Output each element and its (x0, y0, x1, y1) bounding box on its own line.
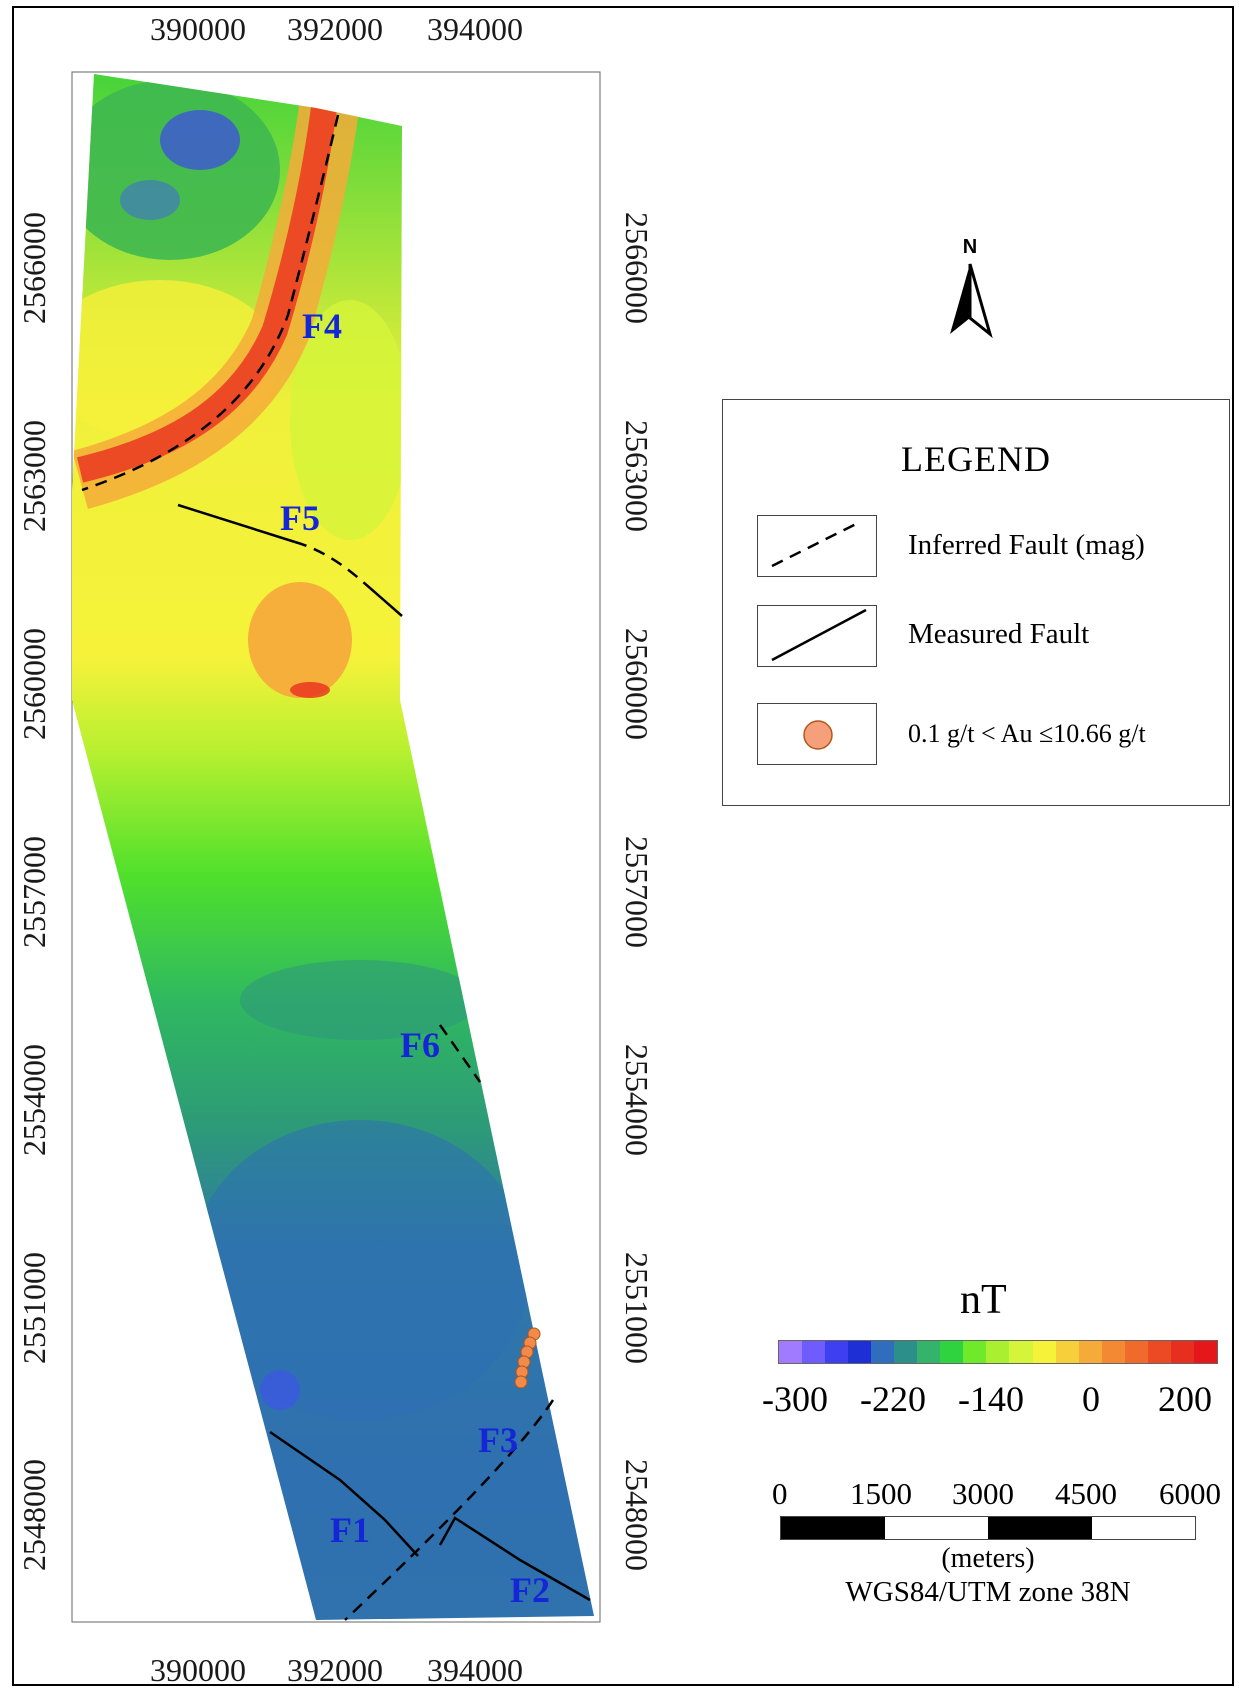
projection-label: WGS84/UTM zone 38N (845, 1576, 1131, 1608)
colorbar-swatch-5 (894, 1341, 918, 1363)
fault-f3-inferred (344, 1399, 555, 1621)
x-tick-top-1: 392000 (287, 11, 383, 47)
y-tick-right-4: 2554000 (619, 1044, 655, 1156)
colorbar-swatch-8 (963, 1341, 987, 1363)
colorbar-swatch-7 (940, 1341, 964, 1363)
legend-label-gold-point: 0.1 g/t < Au ≤10.66 g/t (908, 719, 1146, 748)
colorbar-swatch-10 (1009, 1341, 1033, 1363)
fault-f5-inferred (294, 540, 371, 589)
colorbar-swatch-0 (779, 1341, 803, 1363)
colorbar-swatch-3 (848, 1341, 872, 1363)
y-tick-right-1: 2563000 (619, 420, 655, 532)
colorbar-label-3: 0 (1082, 1379, 1100, 1419)
colorbar-swatch-14 (1101, 1341, 1125, 1363)
y-axis-left: 2566000 2563000 2560000 2557000 2554000 … (16, 212, 52, 1571)
fault-label-f3: F3 (478, 1420, 518, 1460)
legend-label-inferred-fault: Inferred Fault (mag) (908, 529, 1145, 561)
colorbar-swatch-11 (1032, 1341, 1056, 1363)
map-frame (12, 6, 1234, 1686)
y-tick-left-0: 2566000 (16, 212, 52, 324)
y-tick-right-2: 2560000 (619, 628, 655, 740)
y-axis-right: 2566000 2563000 2560000 2557000 2554000 … (619, 212, 655, 1571)
colorbar-swatch-2 (825, 1341, 849, 1363)
fault-label-f2: F2 (510, 1570, 550, 1610)
x-tick-top-2: 394000 (427, 11, 523, 47)
colorbar-label-0: -300 (762, 1379, 828, 1419)
y-tick-right-0: 2566000 (619, 212, 655, 324)
scale-segment-2 (884, 1517, 988, 1539)
scale-segment-4 (1091, 1517, 1195, 1539)
legend-label-measured-fault: Measured Fault (908, 618, 1090, 650)
colorbar-swatch-12 (1055, 1341, 1079, 1363)
colorbar-label-4: 200 (1158, 1379, 1212, 1419)
fault-label-f5: F5 (280, 498, 320, 538)
north-arrow: N (940, 236, 1000, 339)
colorbar-label-1: -220 (860, 1379, 926, 1419)
x-axis-bottom: 390000 392000 394000 (150, 1652, 523, 1688)
y-tick-right-6: 2548000 (619, 1459, 655, 1571)
scale-label-2: 3000 (952, 1476, 1014, 1511)
legend-swatch-measured-fault (757, 605, 877, 667)
colorbar-swatch-9 (986, 1341, 1010, 1363)
legend-box: LEGEND Inferred Fault (mag) Measured Fau… (722, 399, 1230, 806)
legend-swatch-gold-point (757, 703, 877, 765)
colorbar-swatch-13 (1078, 1341, 1102, 1363)
x-tick-bottom-2: 394000 (427, 1652, 523, 1688)
fault-f6-inferred (438, 1024, 482, 1083)
fault-lines (81, 114, 591, 1621)
scale-label-0: 0 (772, 1476, 788, 1511)
anomaly-raster (72, 74, 594, 1620)
scale-label-4: 6000 (1159, 1476, 1221, 1511)
colorbar-label-2: -140 (958, 1379, 1024, 1419)
colorbar-swatch-17 (1170, 1341, 1194, 1363)
y-tick-left-2: 2560000 (16, 628, 52, 740)
north-letter: N (962, 236, 978, 258)
colorbar-swatch-1 (802, 1341, 826, 1363)
y-tick-right-5: 2551000 (619, 1252, 655, 1364)
y-tick-left-1: 2563000 (16, 420, 52, 532)
legend-title: LEGEND (901, 439, 1051, 479)
colorbar-swatch-4 (871, 1341, 895, 1363)
y-tick-left-4: 2554000 (16, 1044, 52, 1156)
colorbar-swatch-16 (1147, 1341, 1171, 1363)
scale-segment-1 (781, 1517, 885, 1539)
x-tick-bottom-0: 390000 (150, 1652, 246, 1688)
colorbar-swatch-18 (1193, 1341, 1217, 1363)
fault-f2-measured (438, 1516, 591, 1602)
scale-segment-3 (988, 1517, 1092, 1539)
gold-sample-points (514, 1327, 541, 1389)
colorbar-swatch-15 (1124, 1341, 1148, 1363)
y-tick-right-3: 2557000 (619, 836, 655, 948)
legend-swatch-inferred-fault (757, 515, 877, 577)
scale-label-3: 4500 (1055, 1476, 1117, 1511)
scale-label-1: 1500 (850, 1476, 912, 1511)
colorbar-swatch-6 (917, 1341, 941, 1363)
y-tick-left-3: 2557000 (16, 836, 52, 948)
scale-bar (780, 1516, 1196, 1540)
y-tick-left-5: 2551000 (16, 1252, 52, 1364)
north-arrow-icon (950, 263, 993, 339)
fault-f5-measured-2 (369, 587, 403, 617)
map-data-frame (71, 71, 601, 1623)
fault-label-f1: F1 (330, 1510, 370, 1550)
x-axis-top: 390000 392000 394000 (150, 11, 523, 47)
fault-f4-inferred (81, 114, 340, 492)
scale-units: (meters) (941, 1543, 1035, 1574)
x-tick-bottom-1: 392000 (287, 1652, 383, 1688)
fault-label-f6: F6 (400, 1025, 440, 1065)
fault-f5-measured (177, 503, 296, 544)
fault-label-f4: F4 (302, 306, 342, 346)
colorbar-title: nT (960, 1277, 1007, 1323)
y-tick-left-6: 2548000 (16, 1459, 52, 1571)
fault-f1-measured (269, 1430, 419, 1557)
x-tick-top-0: 390000 (150, 11, 246, 47)
colorbar (778, 1340, 1218, 1364)
